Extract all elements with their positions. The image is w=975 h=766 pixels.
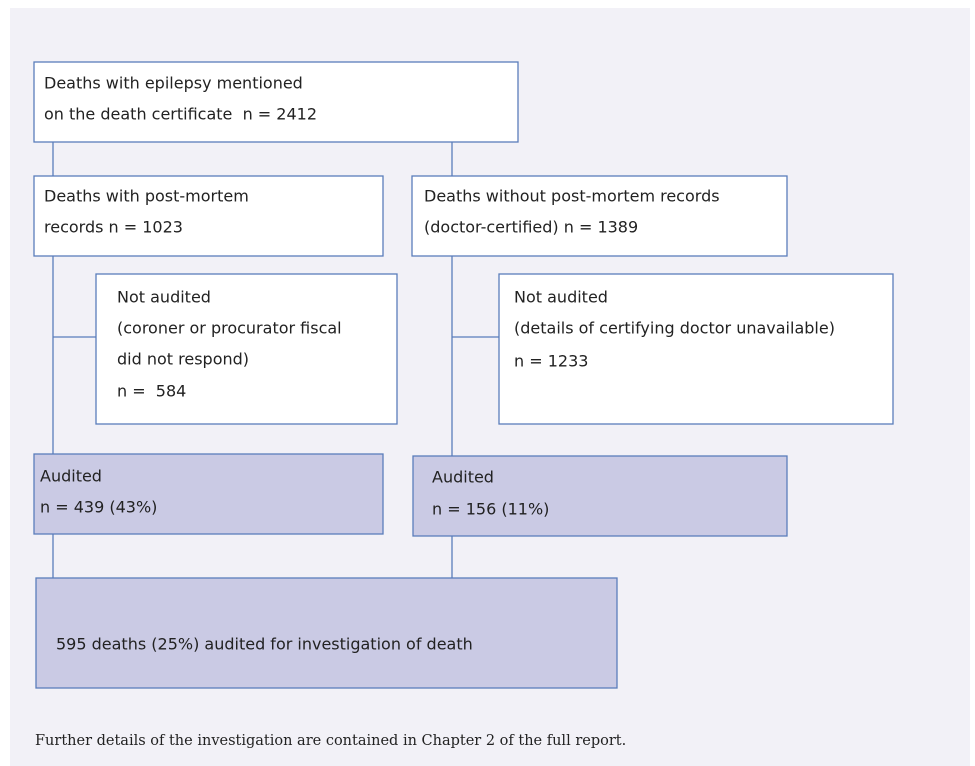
- node-text: did not respond): [117, 350, 249, 369]
- node-text: Audited: [40, 467, 102, 486]
- connectors: [52, 142, 499, 578]
- node-box: [33, 61, 519, 143]
- node-box: [498, 273, 894, 425]
- node-text: records n = 1023: [44, 218, 183, 237]
- node-box: [95, 273, 398, 425]
- connector-lines: [52, 142, 499, 578]
- node-text: Deaths without post-mortem records: [424, 187, 720, 206]
- node-text: (details of certifying doctor unavailabl…: [514, 319, 835, 338]
- node-text: Not audited: [117, 288, 211, 307]
- node-box: [412, 455, 788, 537]
- node-box: [35, 577, 618, 689]
- node-text: Deaths with epilepsy mentioned: [44, 74, 303, 93]
- node-box: [33, 453, 384, 535]
- node-box: [33, 175, 384, 257]
- footer: Further details of the investigation are…: [35, 733, 626, 749]
- node-text: n = 439 (43%): [40, 498, 157, 517]
- node-box: [411, 175, 788, 257]
- node-text: on the death certificate n = 2412: [44, 105, 317, 124]
- node-text: Deaths with post-mortem: [44, 187, 249, 206]
- node-text: (coroner or procurator fiscal: [117, 319, 342, 338]
- node-text: Audited: [432, 468, 494, 487]
- node-text: n = 156 (11%): [432, 500, 549, 519]
- node-text: 595 deaths (25%) audited for investigati…: [56, 635, 473, 654]
- node-text: Not audited: [514, 288, 608, 307]
- node-text: (doctor-certified) n = 1389: [424, 218, 638, 237]
- node-text: n = 1233: [514, 352, 588, 371]
- node-text: n = 584: [117, 382, 186, 401]
